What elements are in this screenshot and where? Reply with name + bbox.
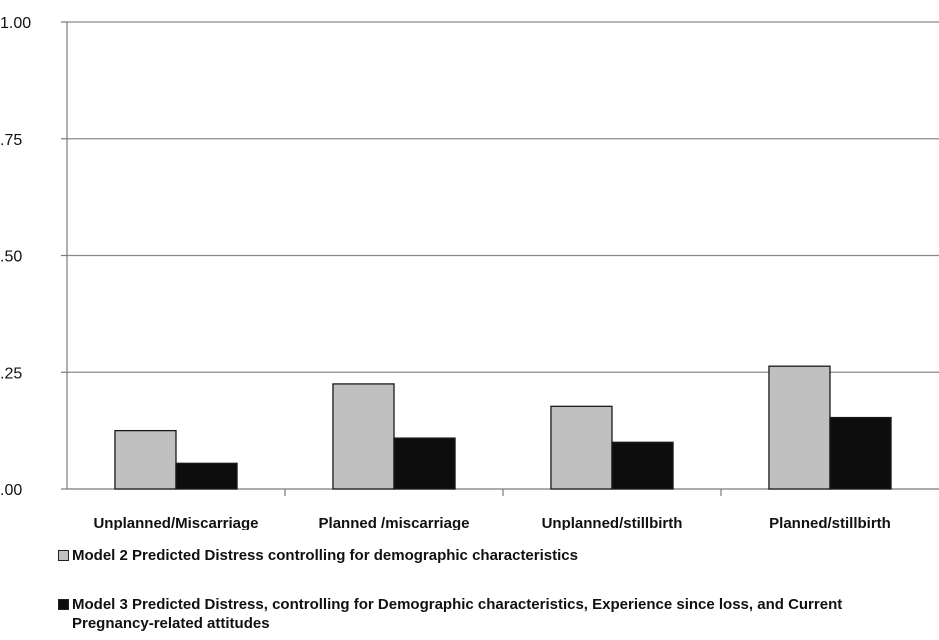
y-tick-label: 1.00: [0, 15, 31, 32]
grid-layer: [67, 21, 939, 373]
bar-model-3: [393, 437, 456, 490]
legend-swatch-model-3: [58, 599, 69, 610]
bar-model-2: [332, 383, 395, 490]
legend-model-3: Model 3 Predicted Distress, controlling …: [58, 595, 912, 633]
bar-chart: .00 .25 .50 .75 1.00 Unplanned/Miscarriage Pla…: [0, 15, 939, 530]
bar-model-2: [768, 365, 831, 490]
x-tick-label: Planned/stillbirth: [769, 515, 891, 530]
legend-label-model-2: Model 2 Predicted Distress controlling f…: [72, 547, 578, 564]
bar-layer: [114, 365, 892, 490]
legend-label-model-3: Model 3 Predicted Distress, controlling …: [72, 596, 843, 632]
bar-model-3: [829, 416, 892, 490]
bar-model-3: [611, 441, 674, 490]
y-tick-label: .75: [0, 132, 22, 149]
y-tick-label: .25: [0, 365, 22, 382]
label-layer: .00 .25 .50 .75 1.00 Unplanned/Miscarriage Pla…: [0, 15, 891, 530]
y-tick-label: .50: [0, 249, 22, 266]
legend-swatch-model-2: [58, 550, 69, 561]
y-tick-label: .00: [0, 482, 22, 499]
bar-model-2: [114, 429, 177, 490]
bar-model-3: [175, 462, 238, 490]
x-tick-label: Unplanned/stillbirth: [542, 515, 683, 530]
legend-model-2: Model 2 Predicted Distress controlling f…: [58, 546, 578, 565]
x-tick-label: Planned /miscarriage: [319, 515, 470, 530]
x-tick-label: Unplanned/Miscarriage: [93, 515, 258, 530]
bar-model-2: [550, 405, 613, 490]
